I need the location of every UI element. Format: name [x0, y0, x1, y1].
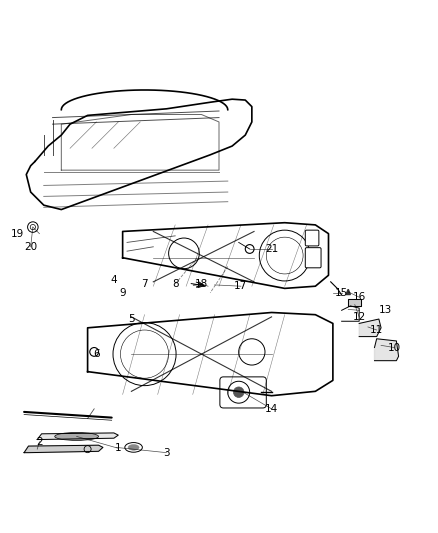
Polygon shape [24, 445, 103, 453]
Text: 15: 15 [335, 288, 348, 298]
Text: 8: 8 [172, 279, 179, 289]
Polygon shape [346, 289, 350, 295]
Text: 19: 19 [11, 229, 24, 239]
Text: 13: 13 [379, 305, 392, 316]
Polygon shape [359, 319, 381, 336]
Polygon shape [37, 433, 118, 440]
Text: 1: 1 [115, 443, 122, 453]
Text: 10: 10 [388, 343, 401, 352]
Text: 14: 14 [265, 404, 278, 414]
FancyBboxPatch shape [305, 248, 321, 268]
Text: 12: 12 [353, 312, 366, 322]
FancyBboxPatch shape [220, 377, 266, 408]
Text: 18: 18 [195, 279, 208, 289]
Text: 5: 5 [128, 314, 135, 324]
Polygon shape [348, 300, 361, 306]
Text: 16: 16 [353, 292, 366, 302]
Ellipse shape [55, 432, 99, 440]
Ellipse shape [128, 445, 139, 450]
FancyBboxPatch shape [305, 230, 319, 246]
Text: 4: 4 [110, 274, 117, 285]
Polygon shape [374, 339, 399, 361]
Text: 21: 21 [265, 244, 278, 254]
Text: 7: 7 [141, 279, 148, 289]
Text: 3: 3 [163, 448, 170, 458]
Text: 20: 20 [24, 242, 37, 252]
Text: 17: 17 [234, 281, 247, 291]
Circle shape [233, 387, 244, 398]
Text: 6: 6 [93, 349, 100, 359]
Text: 11: 11 [370, 325, 383, 335]
Text: 9: 9 [119, 288, 126, 298]
Text: 2: 2 [36, 437, 43, 447]
